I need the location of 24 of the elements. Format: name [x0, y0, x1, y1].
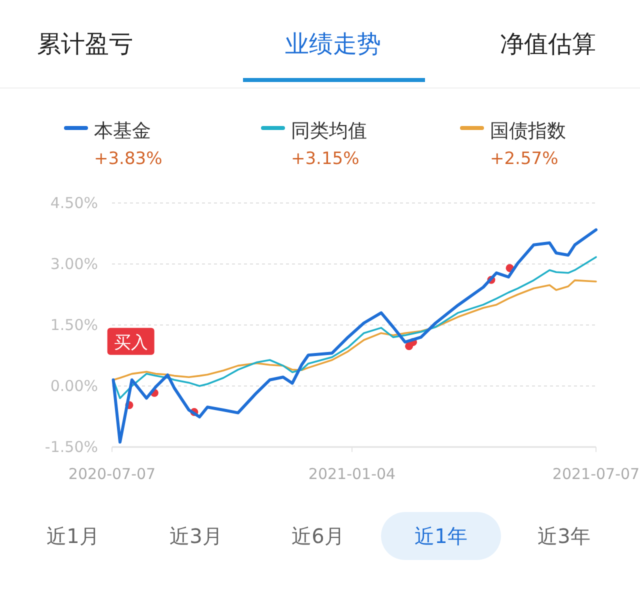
text: 近1年 — [414, 524, 468, 548]
x-tick-label: 2021-01-04 — [308, 465, 396, 483]
y-tick-label: 3.00% — [50, 255, 98, 273]
legend-label: 本基金 — [94, 120, 151, 142]
legend-label: 同类均值 — [291, 120, 367, 142]
y-tick-label: 4.50% — [50, 194, 98, 212]
text: 近1月 — [46, 524, 100, 548]
annotation: 买入 — [114, 332, 148, 353]
y-tick-label: 0.00% — [50, 377, 98, 395]
text: 近6月 — [292, 524, 344, 548]
text: 近3年 — [538, 524, 590, 548]
text: 近3月 — [170, 524, 222, 548]
y-tick-label: -1.50% — [44, 438, 98, 456]
y-tick-label: 1.50% — [50, 316, 98, 334]
text: +3.15% — [291, 149, 360, 169]
text: +2.57% — [490, 149, 558, 169]
buy-label: 买入 — [107, 328, 154, 355]
text: 净值估算 — [500, 30, 596, 58]
chart-title: 业绩走势 — [285, 30, 381, 58]
text: +3.83% — [94, 149, 162, 169]
x-tick-label: 2021-07-07 — [552, 465, 640, 483]
legend-label: 国债指数 — [490, 120, 566, 142]
text: 累计盈亏 — [37, 30, 133, 58]
x-tick-label: 2020-07-07 — [68, 465, 156, 483]
